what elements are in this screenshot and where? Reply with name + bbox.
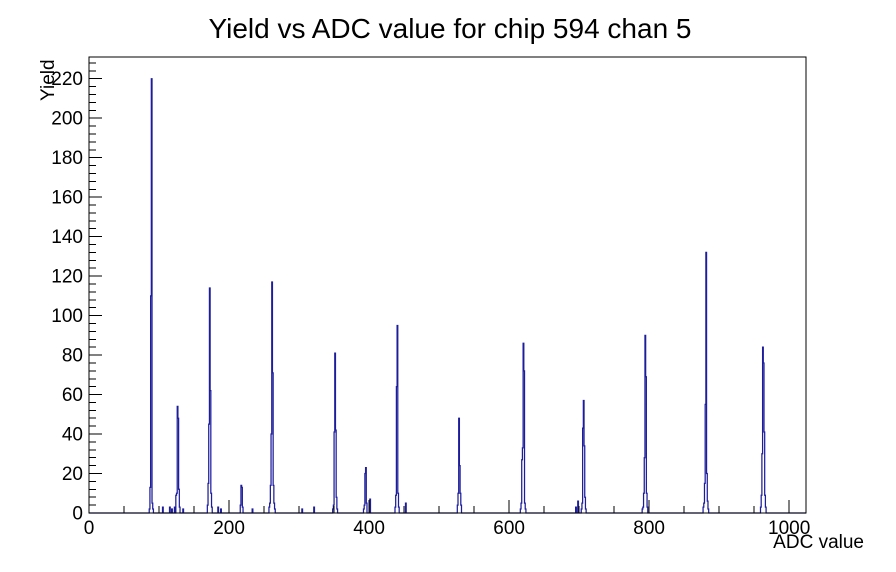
y-tick-label: 80 [62, 346, 83, 367]
plot-frame [88, 56, 807, 514]
y-tick-label: 60 [62, 385, 83, 406]
y-tick-label: 120 [51, 267, 83, 288]
x-axis-title: ADC value [773, 532, 864, 553]
y-tick-label: 20 [62, 464, 83, 485]
y-tick-label: 220 [51, 69, 83, 90]
y-tick-label: 100 [51, 306, 83, 327]
y-tick-label: 160 [51, 188, 83, 209]
histogram-line [89, 78, 806, 514]
y-axis-title: Yield [38, 59, 59, 101]
y-tick-label: 180 [51, 148, 83, 169]
x-tick-label: 0 [84, 518, 95, 539]
x-tick-label: 1000 [768, 518, 810, 539]
chart-title: Yield vs ADC value for chip 594 chan 5 [208, 13, 691, 44]
y-tick-label: 200 [51, 109, 83, 130]
histogram-series [89, 78, 806, 514]
y-tick-label: 40 [62, 425, 83, 446]
x-tick-label: 400 [353, 518, 385, 539]
x-tick-label: 600 [493, 518, 525, 539]
x-tick-label: 800 [633, 518, 665, 539]
x-tick-label: 200 [213, 518, 245, 539]
y-tick-label: 0 [72, 504, 83, 525]
axis-ticks [88, 62, 790, 514]
axis-tick-labels: 0 200 400 600 800 1000 0 20 40 60 80 100 120 140 160 18… [51, 69, 810, 539]
y-tick-label: 140 [51, 227, 83, 248]
